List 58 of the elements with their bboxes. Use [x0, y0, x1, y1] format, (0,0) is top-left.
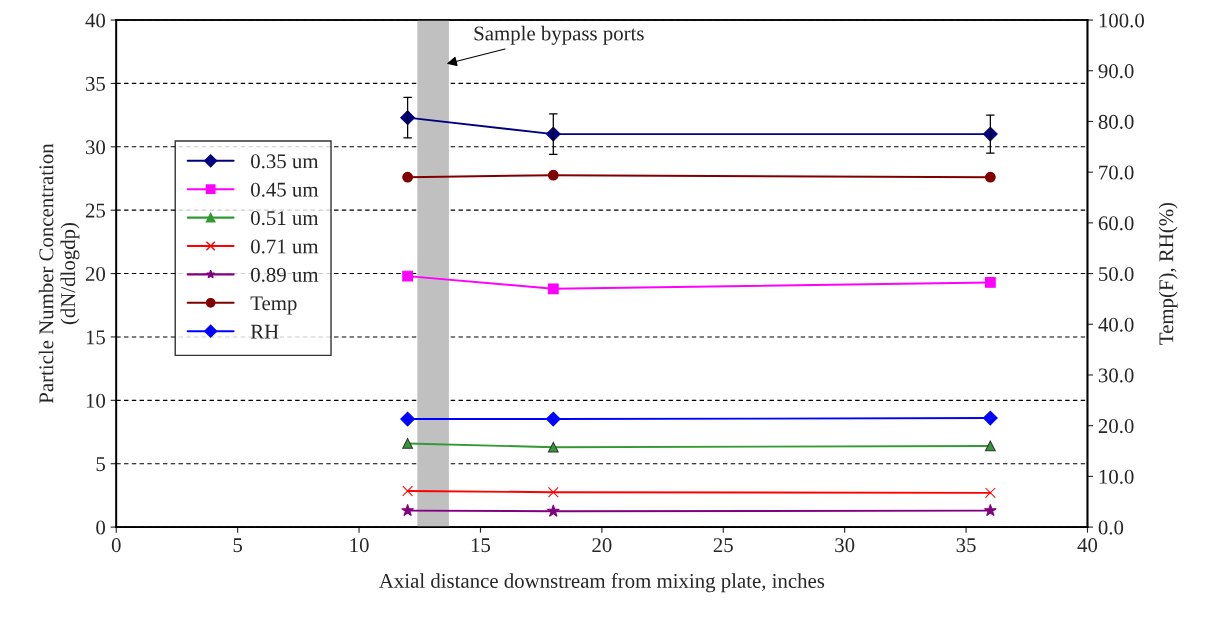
- legend-label: 0.51 um: [251, 211, 319, 226]
- y-tick-label: 15: [86, 330, 106, 345]
- point: [547, 169, 559, 181]
- y-tick-label: 35: [86, 76, 106, 91]
- y-tick-label: 20: [85, 266, 106, 281]
- point: [984, 487, 996, 499]
- point: [547, 441, 559, 453]
- x-tick-label: 30: [835, 538, 855, 553]
- y2-axis-title: Temp(F), RH(%): [1158, 202, 1178, 345]
- y2-tick-label: 40.0: [1098, 317, 1134, 332]
- legend-label: RH: [250, 324, 279, 339]
- x-tick-label: 15: [471, 538, 491, 553]
- y2-tick-label: 70.0: [1099, 165, 1134, 180]
- legend-label: 0.45 um: [251, 182, 319, 197]
- y2-tick-label: 60.0: [1098, 216, 1134, 231]
- point: [402, 171, 413, 183]
- point: [545, 411, 561, 427]
- y-tick-label: 10: [86, 393, 106, 408]
- legend-label: 0.35 um: [251, 154, 319, 169]
- y-tick-label: 0: [96, 520, 106, 535]
- y2-tick-label: 0.0: [1098, 520, 1124, 535]
- y2-tick-label: 90.0: [1098, 64, 1134, 79]
- y2-tick-label: 10.0: [1099, 469, 1134, 484]
- x-axis-title: Axial distance downstream from mixing plate, inches: [379, 573, 825, 593]
- annotation: Sample bypass ports: [474, 25, 644, 45]
- y-tick-label: 40: [85, 13, 106, 28]
- y2-tick-label: 100.0: [1099, 13, 1144, 28]
- x-tick-label: 0: [111, 538, 121, 553]
- point: [402, 438, 413, 449]
- y-tick-label: 25: [85, 203, 106, 218]
- point: [402, 270, 413, 282]
- y-tick-label: 30: [86, 140, 106, 155]
- point: [547, 486, 559, 498]
- x-tick-label: 5: [233, 538, 243, 553]
- legend-label: 0.89 um: [251, 267, 319, 282]
- y2-tick-label: 20.0: [1098, 419, 1134, 434]
- point: [982, 410, 998, 426]
- y2-tick-label: 50.0: [1099, 266, 1134, 282]
- legend-label: 0.71 um: [251, 239, 319, 254]
- point: [983, 503, 997, 517]
- x-tick-label: 40: [1077, 538, 1098, 553]
- point: [984, 277, 996, 288]
- y-axis-title: Particle Number Concentration (dN/dlogdp): [38, 143, 80, 404]
- x-tick-label: 25: [713, 538, 733, 553]
- point: [984, 440, 996, 452]
- point: [984, 171, 996, 183]
- y-tick-label: 5: [96, 457, 106, 472]
- point: [400, 411, 416, 427]
- x-tick-label: 10: [350, 538, 369, 553]
- point: [546, 504, 560, 517]
- legend-label: Temp: [250, 296, 297, 315]
- x-tick-label: 20: [592, 538, 612, 553]
- x-tick-label: 35: [956, 538, 976, 553]
- y2-tick-label: 30.0: [1098, 368, 1134, 383]
- point: [401, 503, 415, 517]
- point: [547, 283, 559, 295]
- y2-tick-label: 80.0: [1098, 114, 1134, 129]
- point: [402, 485, 413, 497]
